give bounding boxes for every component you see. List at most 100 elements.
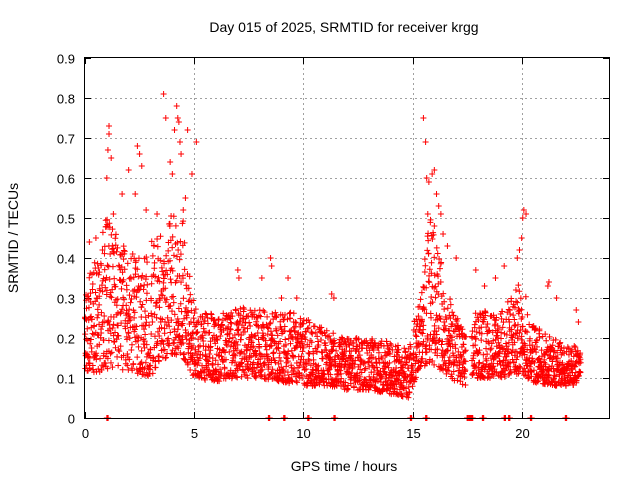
data-point bbox=[381, 368, 388, 375]
data-point bbox=[438, 259, 445, 266]
data-point bbox=[330, 295, 337, 301]
data-point bbox=[245, 312, 252, 319]
data-point bbox=[228, 309, 235, 316]
data-point bbox=[195, 318, 202, 325]
data-point bbox=[302, 336, 309, 343]
data-point bbox=[571, 343, 578, 349]
data-point bbox=[258, 275, 265, 281]
data-point bbox=[520, 207, 527, 213]
data-point bbox=[502, 340, 509, 347]
data-point bbox=[431, 254, 438, 261]
data-point bbox=[173, 277, 180, 284]
data-point bbox=[253, 372, 260, 379]
data-point bbox=[280, 367, 287, 374]
data-point bbox=[330, 343, 337, 350]
data-point bbox=[92, 235, 99, 241]
data-point bbox=[492, 275, 499, 281]
data-point bbox=[431, 335, 438, 342]
data-point bbox=[456, 359, 463, 366]
data-point bbox=[110, 245, 117, 252]
data-point bbox=[191, 310, 198, 317]
data-point bbox=[186, 340, 193, 347]
data-point bbox=[87, 290, 94, 297]
data-point bbox=[481, 316, 488, 323]
data-point bbox=[234, 374, 241, 381]
data-point bbox=[505, 316, 512, 323]
data-point bbox=[180, 218, 187, 225]
data-point bbox=[178, 279, 185, 286]
data-point bbox=[267, 328, 274, 335]
data-point bbox=[536, 334, 543, 341]
data-point bbox=[311, 323, 318, 330]
data-point bbox=[149, 252, 156, 259]
data-point bbox=[148, 297, 155, 304]
data-point bbox=[143, 319, 150, 326]
data-point bbox=[289, 352, 296, 359]
data-point bbox=[124, 260, 131, 267]
data-point bbox=[139, 301, 146, 308]
data-point bbox=[498, 344, 505, 351]
data-point bbox=[454, 377, 461, 384]
data-point bbox=[204, 320, 211, 327]
data-point bbox=[253, 322, 260, 329]
data-point bbox=[508, 295, 515, 302]
data-point bbox=[433, 328, 440, 335]
data-point bbox=[413, 333, 420, 340]
data-point bbox=[99, 247, 106, 253]
data-point bbox=[276, 354, 283, 361]
data-point bbox=[350, 384, 357, 391]
data-point bbox=[501, 371, 508, 378]
data-point bbox=[431, 223, 438, 229]
data-point bbox=[151, 265, 158, 272]
data-point bbox=[148, 310, 155, 317]
data-point bbox=[142, 359, 149, 366]
data-point bbox=[141, 344, 148, 351]
data-point bbox=[100, 337, 107, 344]
data-point bbox=[168, 294, 175, 301]
data-point bbox=[165, 247, 172, 254]
data-point bbox=[503, 331, 510, 338]
data-point bbox=[454, 315, 461, 322]
data-point bbox=[412, 332, 419, 339]
data-point bbox=[449, 350, 456, 357]
data-point bbox=[179, 320, 186, 327]
data-point bbox=[518, 306, 525, 313]
data-point bbox=[98, 309, 105, 316]
data-point bbox=[153, 299, 160, 306]
data-point bbox=[172, 334, 179, 341]
data-point bbox=[495, 325, 502, 332]
data-point bbox=[181, 351, 188, 358]
data-point bbox=[134, 337, 141, 344]
data-point bbox=[248, 353, 255, 360]
data-point bbox=[184, 308, 191, 315]
data-point bbox=[284, 369, 291, 376]
data-point bbox=[444, 347, 451, 354]
data-point bbox=[435, 325, 442, 332]
data-point bbox=[185, 298, 192, 305]
data-point bbox=[138, 283, 145, 290]
data-point bbox=[193, 139, 200, 145]
data-point bbox=[519, 323, 526, 330]
data-point bbox=[113, 336, 120, 343]
data-point bbox=[422, 262, 429, 269]
data-point bbox=[101, 312, 108, 319]
data-point bbox=[231, 339, 238, 346]
data-point bbox=[440, 326, 447, 333]
data-point bbox=[217, 333, 224, 340]
data-point bbox=[531, 359, 538, 366]
data-point bbox=[280, 316, 287, 323]
data-point bbox=[167, 237, 174, 244]
data-point bbox=[255, 336, 262, 343]
data-point bbox=[472, 335, 479, 342]
data-point bbox=[91, 323, 98, 330]
data-point bbox=[290, 353, 297, 360]
data-point bbox=[277, 318, 284, 325]
data-point bbox=[156, 332, 163, 339]
data-point bbox=[157, 257, 164, 264]
data-point bbox=[104, 355, 111, 362]
data-point bbox=[193, 329, 200, 336]
data-point bbox=[254, 330, 261, 337]
data-point bbox=[478, 337, 485, 344]
data-point bbox=[435, 273, 442, 280]
data-point bbox=[122, 360, 129, 367]
